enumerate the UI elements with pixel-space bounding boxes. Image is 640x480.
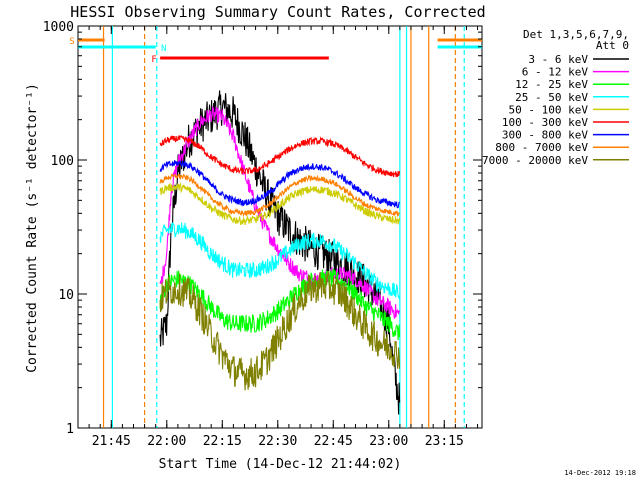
x-tick-label-2: 22:15 bbox=[203, 434, 242, 449]
flag-label-n: N bbox=[161, 44, 166, 54]
flag-layer: S NF bbox=[69, 37, 482, 65]
y-tick-label-0: 1 bbox=[66, 422, 74, 437]
series-line-5 bbox=[159, 134, 401, 178]
series-line-3 bbox=[159, 222, 401, 301]
chart-title: HESSI Observing Summary Count Rates, Cor… bbox=[70, 3, 485, 21]
legend-label-7: 800 - 7000 keV bbox=[495, 141, 588, 154]
x-tick-label-0: 21:45 bbox=[92, 434, 131, 449]
legend-header-line2: Att 0 bbox=[596, 39, 629, 52]
series-line-6 bbox=[159, 159, 400, 209]
y-tick-label-2: 100 bbox=[51, 154, 74, 169]
legend-label-4: 50 - 100 keV bbox=[509, 103, 589, 116]
flag-label-f: F bbox=[151, 55, 156, 65]
plot-border bbox=[77, 25, 483, 429]
legend-label-1: 6 - 12 keV bbox=[522, 66, 589, 79]
x-tick-label-3: 22:30 bbox=[258, 434, 297, 449]
series-layer bbox=[159, 90, 401, 415]
legend-label-5: 100 - 300 keV bbox=[502, 116, 588, 129]
legend-label-8: 7000 - 20000 keV bbox=[482, 154, 588, 167]
flag-label-s: S bbox=[69, 37, 74, 47]
legend-label-2: 12 - 25 keV bbox=[515, 78, 588, 91]
series-line-4 bbox=[159, 181, 401, 226]
y-axis-label: Corrected Count Rate (s⁻¹ detector⁻¹) bbox=[25, 83, 40, 373]
x-tick-label-5: 23:00 bbox=[369, 434, 408, 449]
plot-frame bbox=[77, 25, 483, 429]
axis-layer: 1 10 100 1000 21:45 22:00 22:15 22:30 22:45 23:00… bbox=[43, 20, 482, 449]
legend-label-3: 25 - 50 keV bbox=[515, 91, 588, 104]
x-tick-label-4: 22:45 bbox=[314, 434, 353, 449]
legend-label-0: 3 - 6 keV bbox=[528, 53, 588, 66]
y-tick-label-1: 10 bbox=[58, 288, 74, 303]
x-tick-label-6: 23:15 bbox=[425, 434, 464, 449]
footer-timestamp: 14-Dec-2012 19:18 bbox=[564, 469, 636, 477]
y-tick-label-3: 1000 bbox=[43, 20, 74, 35]
series-line-7 bbox=[159, 173, 400, 218]
x-axis-label: Start Time (14-Dec-12 21:44:02) bbox=[159, 457, 402, 472]
legend-label-6: 300 - 800 keV bbox=[502, 129, 588, 142]
legend-header-line1: Det 1,3,5,6,7,9, bbox=[523, 28, 629, 41]
series-line-8 bbox=[159, 271, 401, 391]
x-tick-label-1: 22:00 bbox=[147, 434, 186, 449]
